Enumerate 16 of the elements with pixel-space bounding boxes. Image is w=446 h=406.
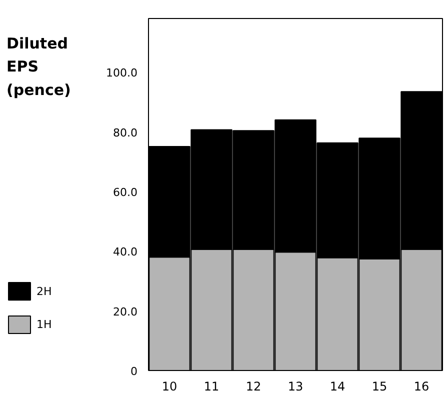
x-tick-label: 10	[162, 380, 178, 394]
x-tick-label: 13	[288, 380, 304, 394]
y-tick-label: 40.0	[113, 246, 138, 259]
x-tick-label: 15	[372, 380, 388, 394]
legend-label: 1H	[36, 318, 52, 332]
y-tick-label: 20.0	[113, 305, 138, 318]
legend-label: 2H	[36, 284, 52, 298]
x-tick-label: 16	[414, 380, 430, 394]
text: Diluted EPS (pence)	[6, 34, 71, 100]
x-tick-label: 11	[204, 380, 220, 394]
y-tick-label: 0	[130, 365, 138, 378]
y-tick-label: 60.0	[113, 186, 138, 200]
y-tick-label: 100.0	[106, 66, 138, 80]
x-tick-label: 14	[330, 380, 346, 394]
y-tick-label: 80.0	[113, 126, 138, 140]
x-tick-label: 12	[246, 380, 262, 394]
